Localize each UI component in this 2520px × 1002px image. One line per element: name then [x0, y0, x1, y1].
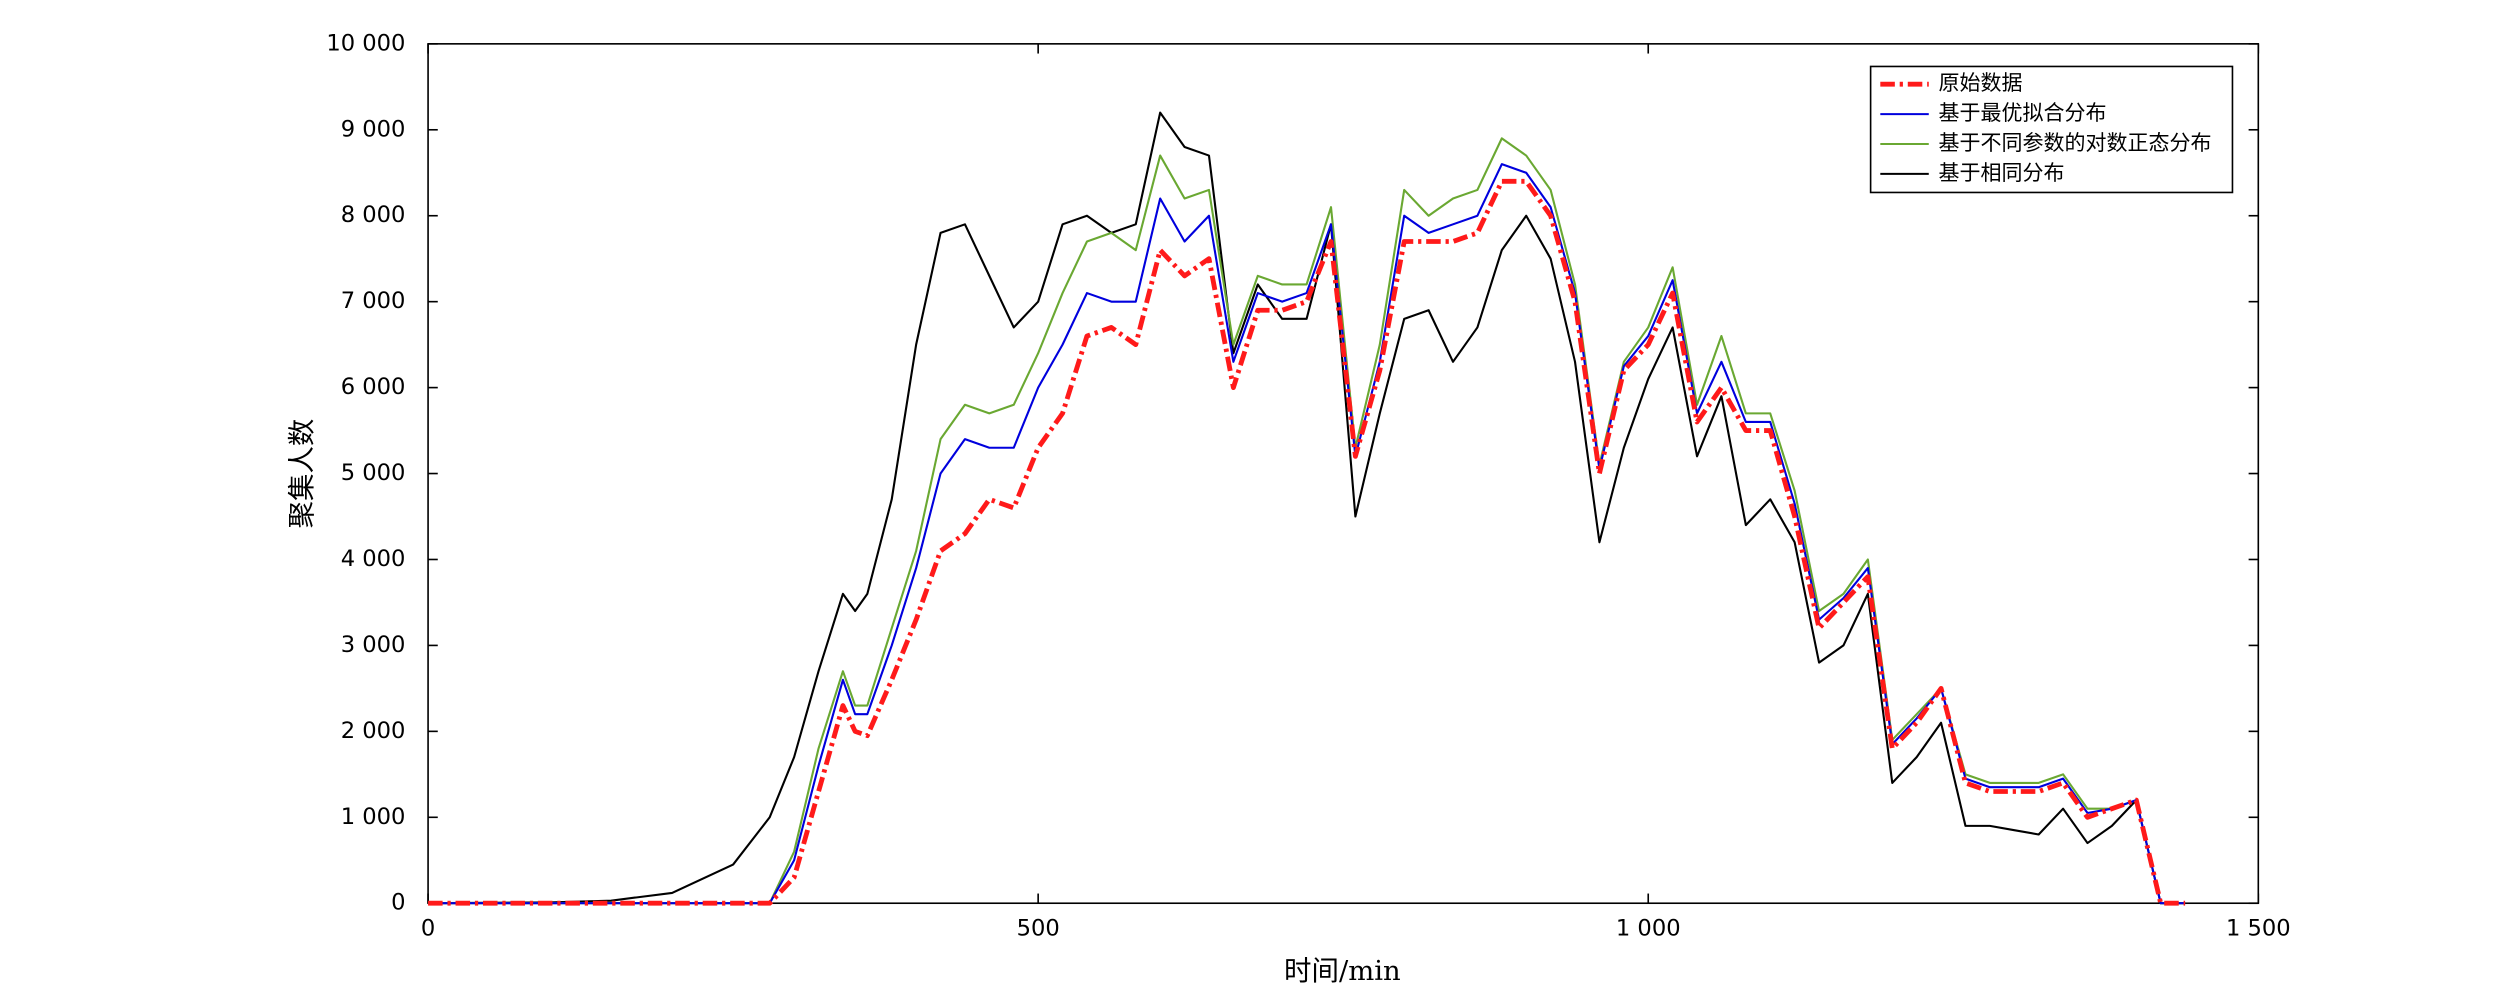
y-tick-label: 3 000	[341, 632, 406, 658]
x-tick-label: 1 000	[1616, 916, 1681, 942]
y-tick-label: 7 000	[341, 288, 406, 314]
y-tick-label: 10 000	[326, 30, 405, 56]
y-tick-label: 5 000	[341, 460, 406, 486]
y-tick-label: 9 000	[341, 116, 406, 142]
series-line	[428, 111, 2186, 905]
legend-label: 基于不同参数的对数正态分布	[1938, 131, 2211, 155]
x-tick-label: 0	[421, 916, 435, 942]
series-line	[428, 163, 2186, 905]
legend-label: 基于相同分布	[1938, 161, 2064, 185]
x-axis-label: 时间/min	[1284, 956, 1401, 987]
y-tick-label: 4 000	[341, 546, 406, 572]
y-axis-label: 聚集人数	[287, 419, 318, 529]
y-tick-label: 0	[391, 890, 405, 916]
y-tick-label: 1 000	[341, 804, 406, 830]
y-tick-label: 8 000	[341, 202, 406, 228]
legend-label: 基于最优拟合分布	[1938, 101, 2106, 125]
legend-box	[1869, 65, 2234, 194]
x-tick-label: 1 500	[2226, 916, 2291, 942]
x-tick-label: 500	[1017, 916, 1060, 942]
legend-label: 原始数据	[1938, 71, 2022, 95]
series-line	[428, 178, 2186, 906]
y-tick-label: 2 000	[341, 718, 406, 744]
series-line	[428, 137, 2186, 905]
y-tick-label: 6 000	[341, 374, 406, 400]
